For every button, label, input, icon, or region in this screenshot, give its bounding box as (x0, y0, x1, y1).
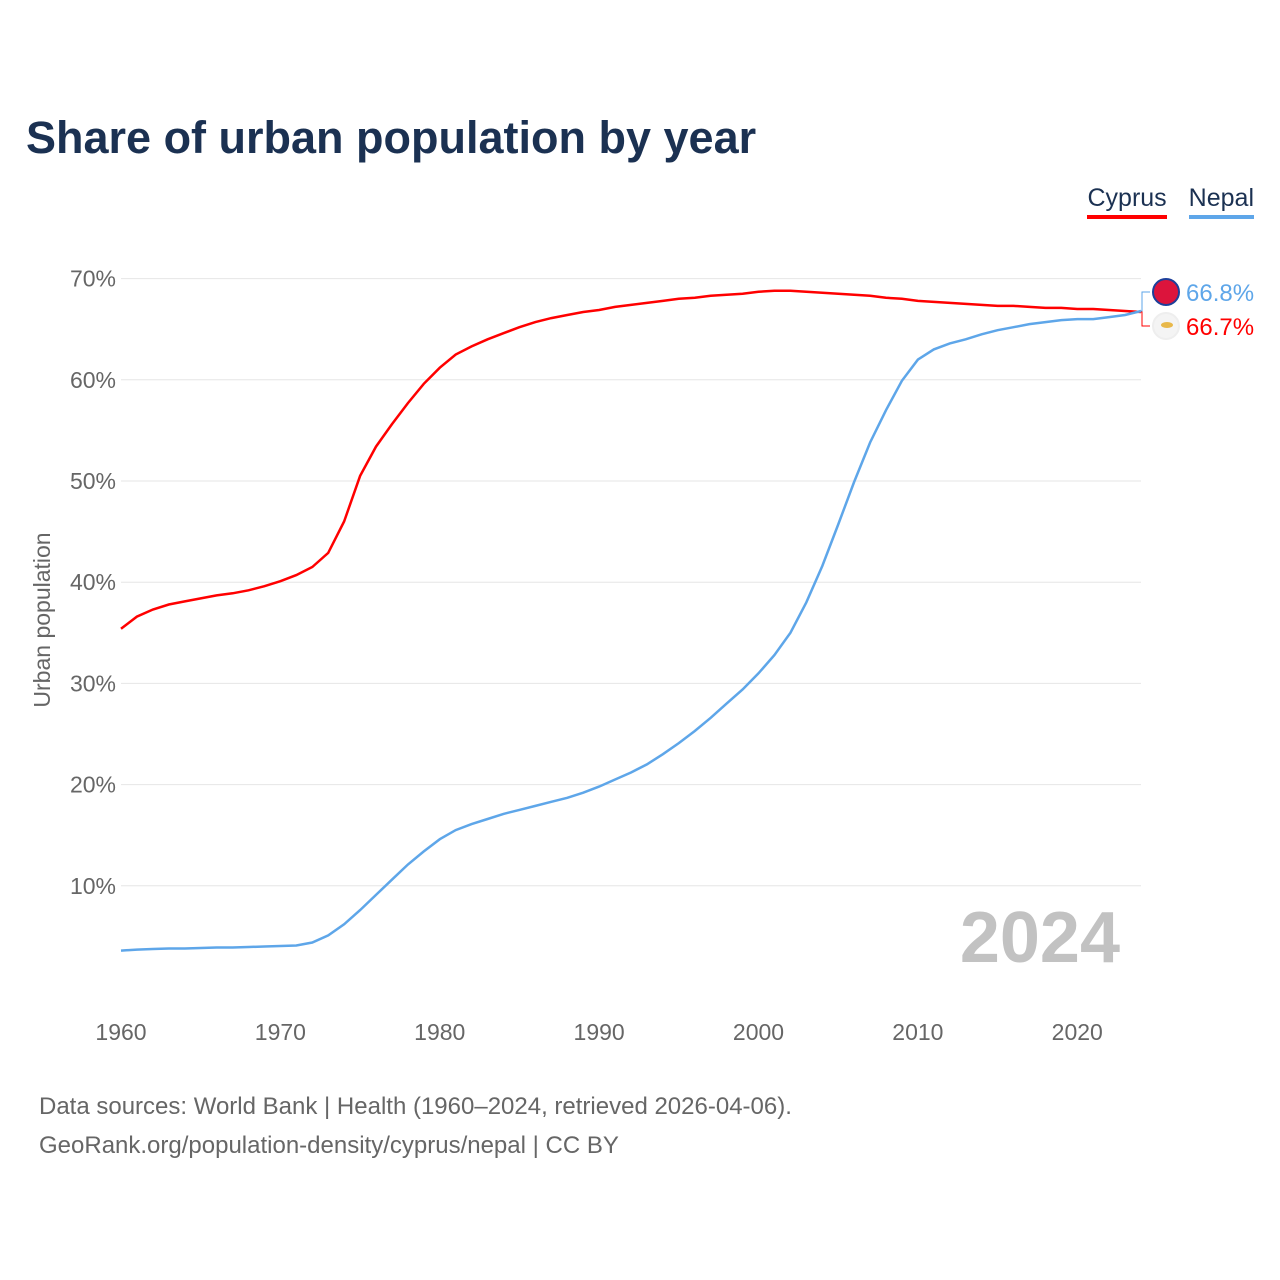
series-line-nepal (120, 309, 1142, 952)
series-line-cyprus (120, 289, 1142, 630)
y-tick-label: 30% (70, 670, 116, 696)
year-watermark: 2024 (960, 898, 1120, 978)
x-tick-label: 2000 (733, 1019, 784, 1045)
y-tick-label: 50% (70, 468, 116, 494)
y-tick-label: 10% (70, 873, 116, 899)
end-label-cyprus: 66.7% (1186, 314, 1254, 341)
source-link[interactable]: GeoRank.org/population-density/cyprus/ne… (39, 1132, 619, 1159)
legend-item-nepal[interactable]: Nepal (1188, 184, 1254, 219)
source-text: Data sources: World Bank | Health (1960–… (39, 1093, 792, 1120)
end-label-nepal: 66.8% (1186, 280, 1254, 307)
x-tick-label: 1980 (414, 1019, 465, 1045)
x-tick-label: 2020 (1052, 1019, 1103, 1045)
y-tick-label: 70% (70, 266, 116, 292)
y-tick-label: 40% (70, 569, 116, 595)
x-tick-label: 2010 (892, 1019, 943, 1045)
flag-map-icon (1161, 322, 1173, 328)
y-axis-label: Urban population (29, 532, 55, 707)
x-tick-label: 1970 (255, 1019, 306, 1045)
flag-icon-nepal (1152, 278, 1180, 306)
chart-title: Share of urban population by year (26, 112, 757, 163)
connector-nepal (1141, 291, 1150, 312)
y-tick-label: 60% (70, 367, 116, 393)
legend: Cyprus Nepal (1087, 184, 1254, 219)
connector-cyprus (1141, 311, 1150, 327)
x-tick-label: 1960 (95, 1019, 146, 1045)
y-tick-label: 20% (70, 772, 116, 798)
footer: Data sources: World Bank | Health (1960–… (39, 1087, 792, 1165)
legend-item-cyprus[interactable]: Cyprus (1087, 184, 1167, 219)
x-tick-label: 1990 (574, 1019, 625, 1045)
